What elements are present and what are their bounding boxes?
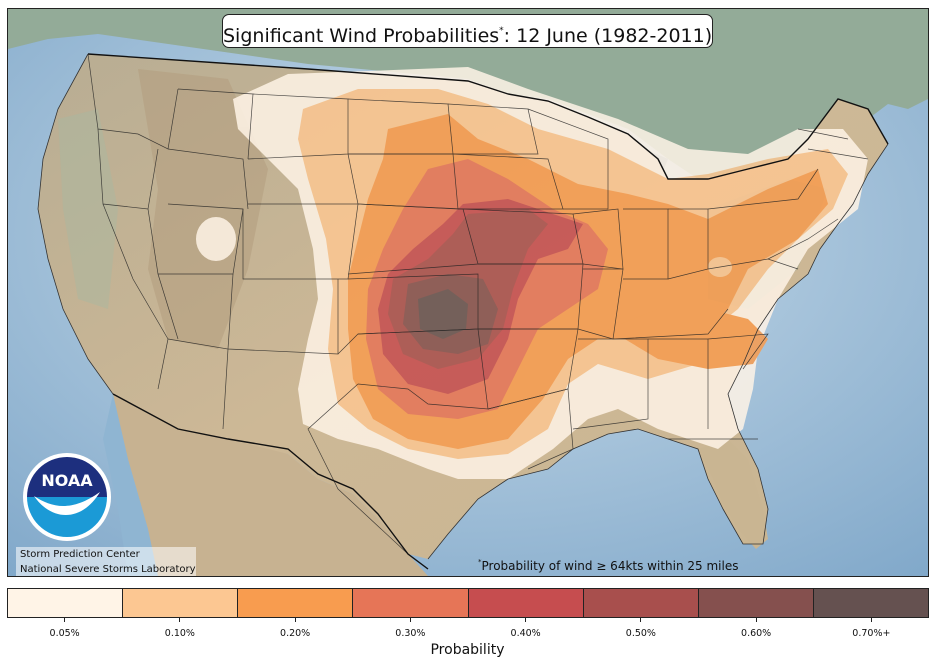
colorbar-segment bbox=[814, 589, 928, 617]
colorbar-segment bbox=[123, 589, 238, 617]
credit-nssl: National Severe Storms Laboratory bbox=[16, 562, 196, 577]
colorbar-tick-label: 0.50% bbox=[596, 628, 686, 639]
colorbar-tick bbox=[525, 617, 526, 622]
colorbar-tick-label: 0.20% bbox=[250, 628, 340, 639]
contour-0.05-isolated bbox=[196, 217, 236, 261]
colorbar-tick bbox=[756, 617, 757, 622]
colorbar-tick bbox=[640, 617, 641, 622]
colorbar-tick bbox=[295, 617, 296, 622]
colorbar-tick-label: 0.30% bbox=[365, 628, 455, 639]
colorbar-tick-label: 0.60% bbox=[711, 628, 801, 639]
colorbar-tick bbox=[179, 617, 180, 622]
colorbar-tick bbox=[410, 617, 411, 622]
colorbar-label: Probability bbox=[0, 642, 935, 658]
noaa-logo-icon: NOAA bbox=[22, 452, 112, 542]
title-text: Significant Wind Probabilities bbox=[223, 25, 499, 47]
colorbar-tick-label: 0.10% bbox=[135, 628, 225, 639]
colorbar-tick bbox=[64, 617, 65, 622]
footnote: *Probability of wind ≥ 64kts within 25 m… bbox=[478, 558, 738, 573]
colorbar bbox=[7, 588, 929, 618]
colorbar-segment bbox=[238, 589, 353, 617]
colorbar-tick-label: 0.05% bbox=[20, 628, 110, 639]
title-suffix: : 12 June (1982-2011) bbox=[504, 25, 712, 47]
probability-map: NOAA Storm Prediction Center National Se… bbox=[7, 8, 929, 577]
colorbar-segment bbox=[8, 589, 123, 617]
colorbar-tick-label: 0.70%+ bbox=[826, 628, 916, 639]
colorbar-segment bbox=[584, 589, 699, 617]
colorbar-tick bbox=[871, 617, 872, 622]
map-title: Significant Wind Probabilities*: 12 June… bbox=[222, 14, 713, 48]
noaa-logo-text: NOAA bbox=[41, 471, 93, 490]
colorbar-segment bbox=[353, 589, 468, 617]
colorbar-tick-label: 0.40% bbox=[481, 628, 571, 639]
colorbar-segment bbox=[469, 589, 584, 617]
colorbar-segment bbox=[699, 589, 814, 617]
footnote-text: Probability of wind ≥ 64kts within 25 mi… bbox=[482, 559, 739, 573]
map-canvas bbox=[8, 9, 928, 576]
credit-spc: Storm Prediction Center bbox=[16, 547, 196, 562]
